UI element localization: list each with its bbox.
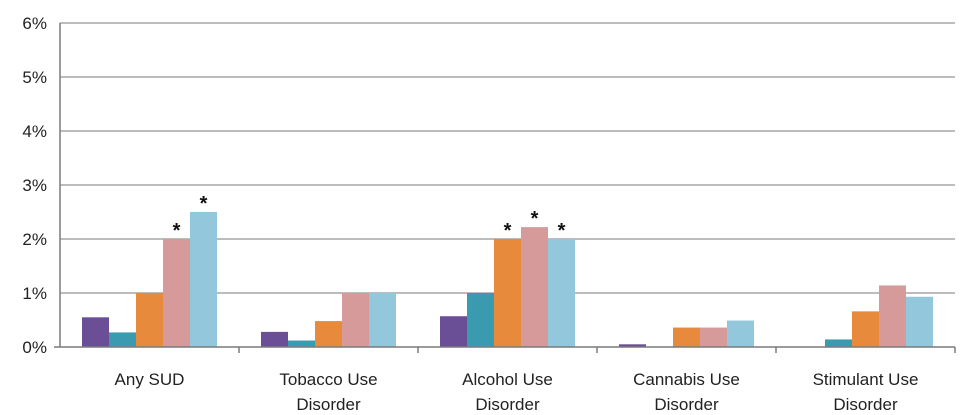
bar — [825, 339, 852, 347]
y-tick-label: 3% — [22, 176, 47, 195]
bar — [261, 331, 288, 347]
axes — [54, 23, 956, 353]
category-label: Tobacco Use — [279, 370, 377, 389]
bar — [727, 320, 754, 347]
y-tick-label: 5% — [22, 68, 47, 87]
category-label: Disorder — [833, 395, 898, 414]
category-label: Cannabis Use — [633, 370, 740, 389]
bar — [852, 311, 879, 347]
bar — [467, 293, 494, 347]
category-label: Alcohol Use — [462, 370, 553, 389]
bar — [700, 327, 727, 347]
bar — [288, 340, 315, 347]
significance-marker: * — [200, 193, 208, 215]
significance-marker: * — [504, 220, 512, 242]
y-tick-label: 2% — [22, 230, 47, 249]
category-label: Disorder — [475, 395, 540, 414]
bar — [548, 239, 575, 347]
significance-marker: * — [558, 220, 566, 242]
bar — [673, 327, 700, 347]
y-tick-label: 6% — [22, 14, 47, 33]
y-axis-tick-labels: 0% 1% 2% 3% 4% 5% 6% — [22, 14, 47, 357]
bar — [369, 293, 396, 347]
bar — [342, 293, 369, 347]
bar — [163, 239, 190, 347]
category-labels: Any SUD Tobacco Use Disorder Alcohol Use Dis… — [115, 370, 919, 414]
significance-marker: * — [531, 208, 539, 230]
category-label: Disorder — [654, 395, 719, 414]
y-tick-label: 4% — [22, 122, 47, 141]
bar — [82, 317, 109, 347]
significance-marker: * — [173, 220, 181, 242]
y-tick-label: 0% — [22, 338, 47, 357]
bars — [82, 212, 933, 347]
category-label: Disorder — [296, 395, 361, 414]
bar — [906, 296, 933, 347]
y-tick-label: 1% — [22, 284, 47, 303]
bar — [521, 227, 548, 347]
bar — [879, 285, 906, 347]
bar — [136, 293, 163, 347]
bar — [190, 212, 217, 347]
bar — [619, 344, 646, 347]
category-label: Stimulant Use — [813, 370, 919, 389]
category-label: Any SUD — [115, 370, 185, 389]
bar — [109, 332, 136, 347]
bar — [315, 321, 342, 347]
significance-markers: * * * * * — [173, 193, 566, 242]
bar — [440, 316, 467, 347]
bar — [494, 239, 521, 347]
